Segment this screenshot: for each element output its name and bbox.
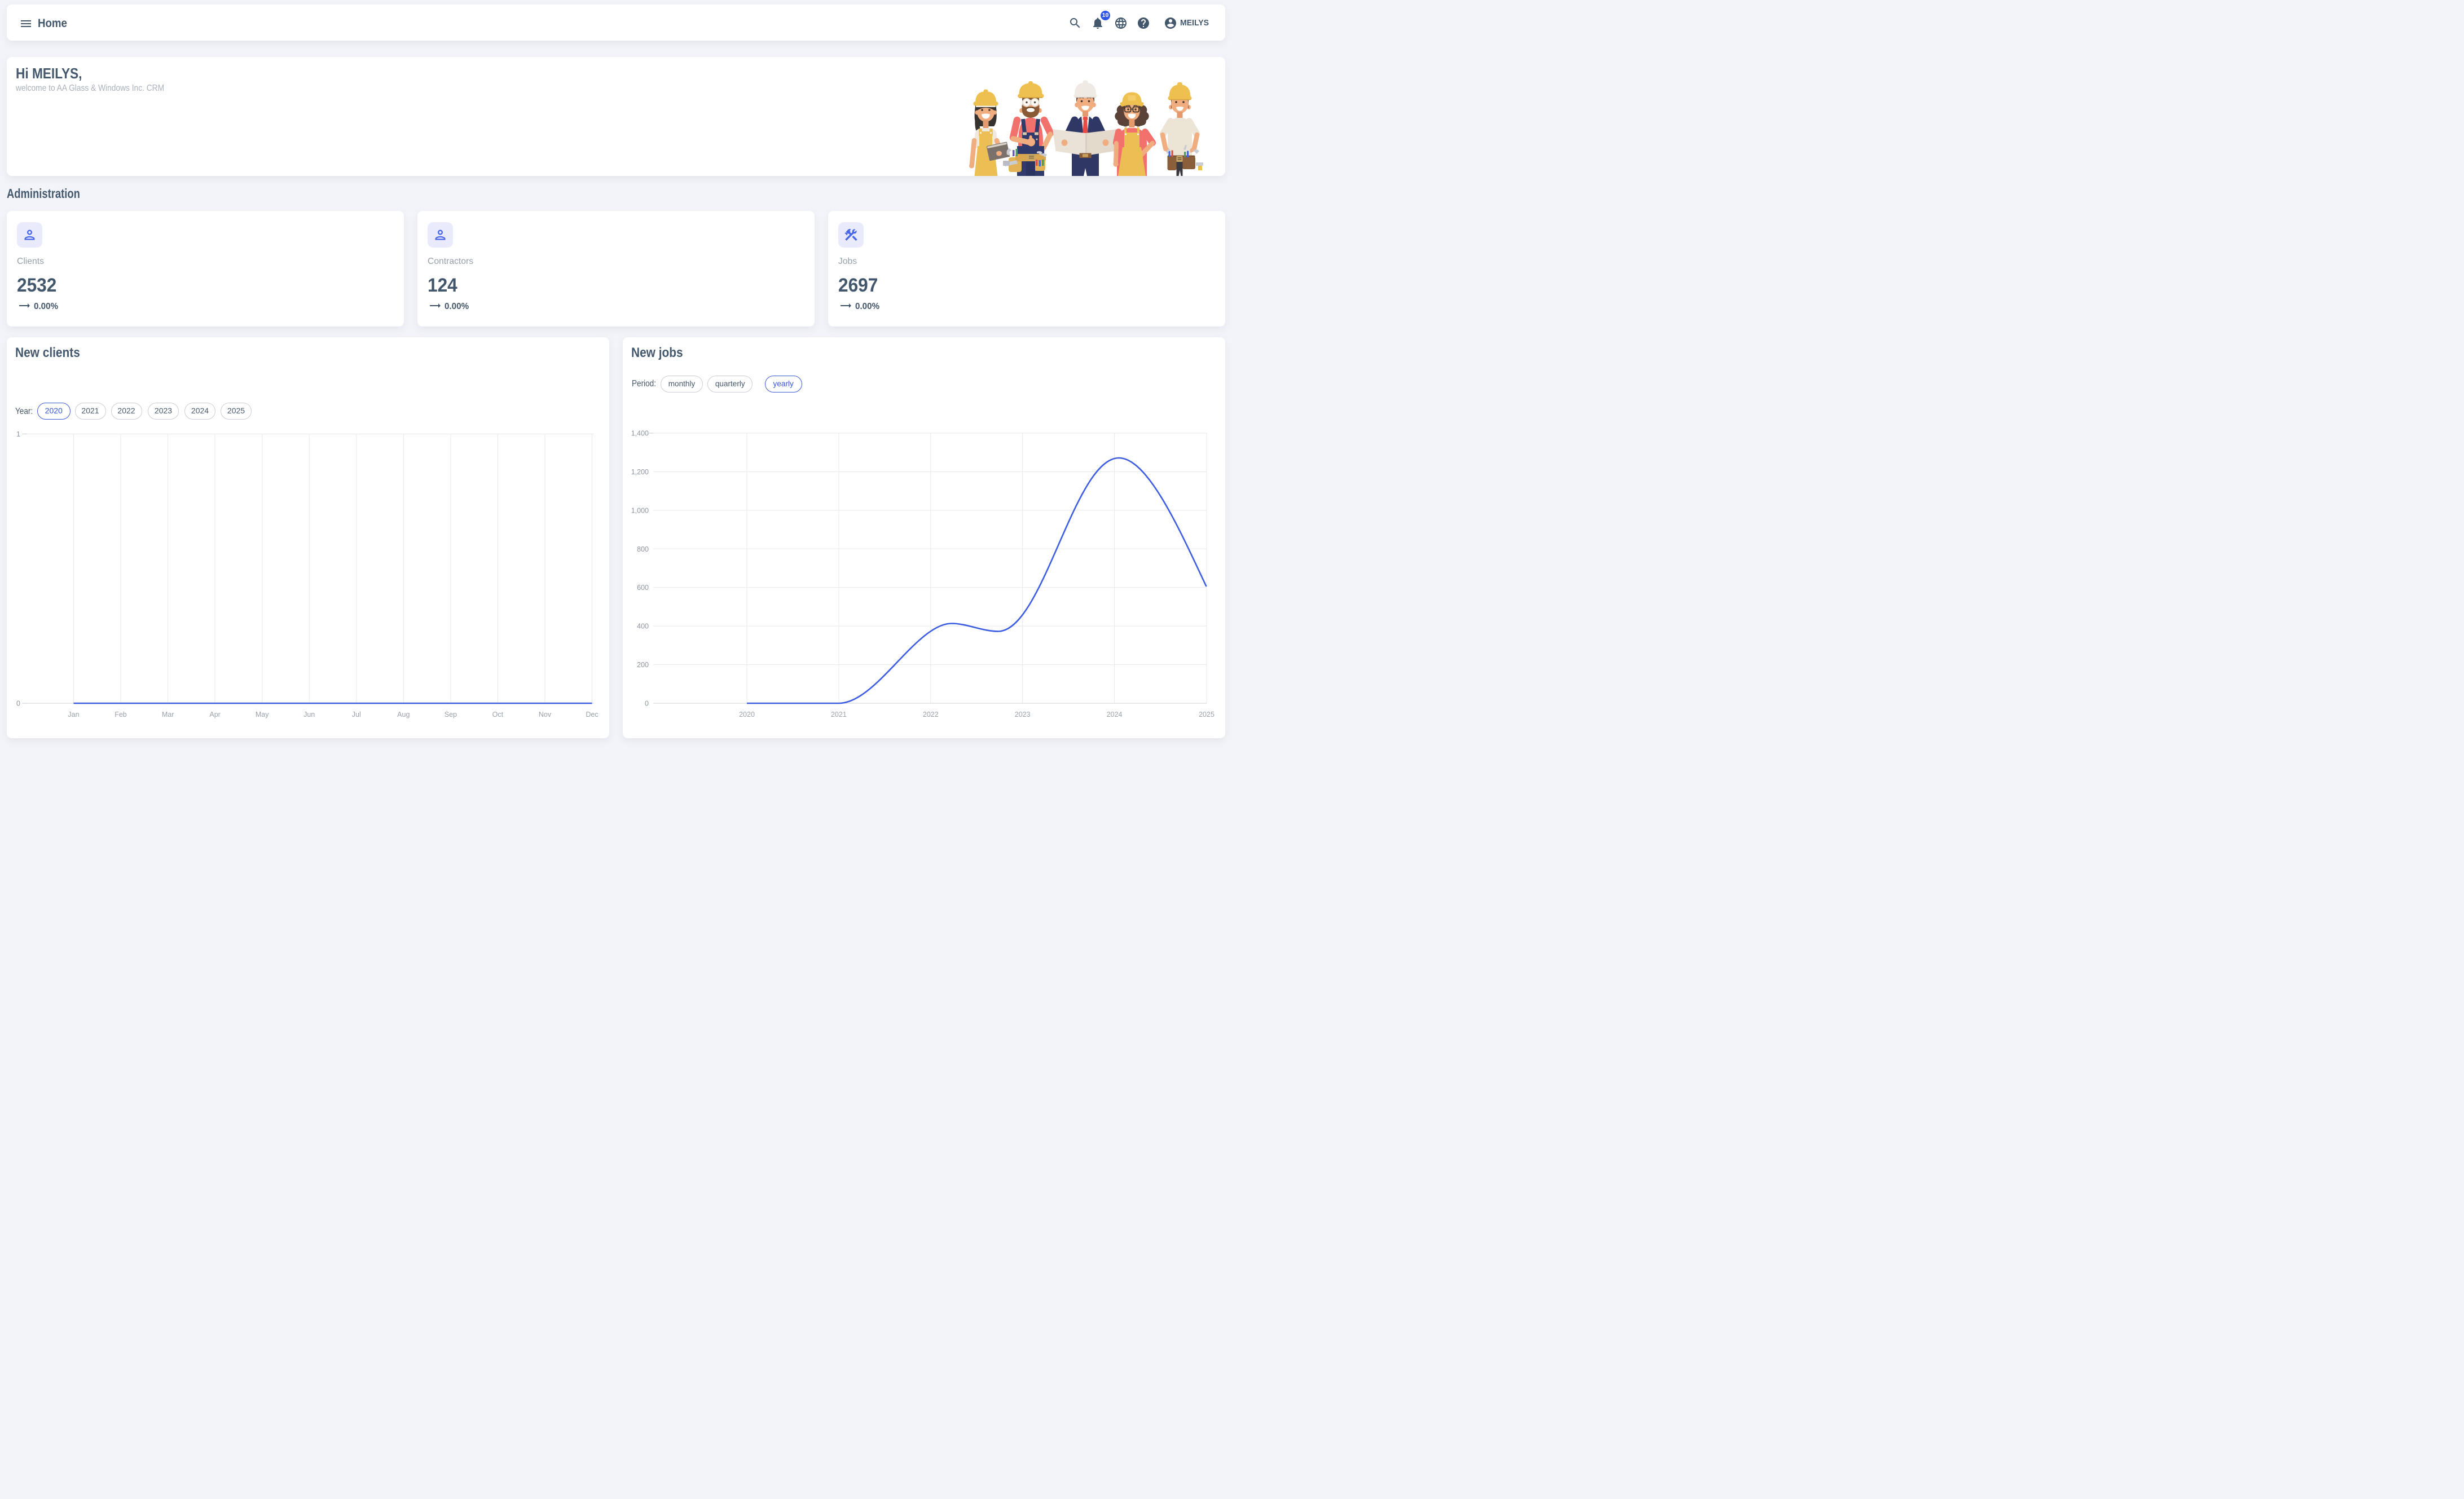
svg-text:Apr: Apr	[209, 711, 220, 718]
svg-text:2025: 2025	[1199, 711, 1215, 718]
svg-text:1,400: 1,400	[631, 430, 649, 438]
svg-text:Mar: Mar	[162, 711, 174, 718]
svg-text:Oct: Oct	[492, 711, 504, 718]
svg-text:0: 0	[645, 700, 649, 708]
svg-text:2022: 2022	[923, 711, 939, 718]
svg-text:May: May	[256, 711, 269, 718]
svg-text:400: 400	[637, 623, 649, 631]
svg-text:600: 600	[637, 584, 649, 592]
svg-text:1,200: 1,200	[631, 468, 649, 476]
svg-text:2021: 2021	[831, 711, 847, 718]
svg-text:1: 1	[16, 430, 20, 438]
svg-text:200: 200	[637, 661, 649, 669]
svg-text:Jun: Jun	[303, 711, 315, 718]
svg-text:1,000: 1,000	[631, 506, 649, 514]
svg-text:Feb: Feb	[115, 711, 127, 718]
svg-text:800: 800	[637, 545, 649, 553]
svg-text:Jul: Jul	[352, 711, 361, 718]
svg-text:Dec: Dec	[586, 711, 598, 718]
svg-text:Nov: Nov	[539, 711, 552, 718]
svg-text:2024: 2024	[1107, 711, 1123, 718]
svg-text:0: 0	[16, 700, 20, 708]
svg-text:2023: 2023	[1015, 711, 1031, 718]
svg-text:Jan: Jan	[68, 711, 79, 718]
svg-text:2020: 2020	[739, 711, 755, 718]
svg-text:Aug: Aug	[397, 711, 410, 718]
svg-text:Sep: Sep	[445, 711, 457, 718]
